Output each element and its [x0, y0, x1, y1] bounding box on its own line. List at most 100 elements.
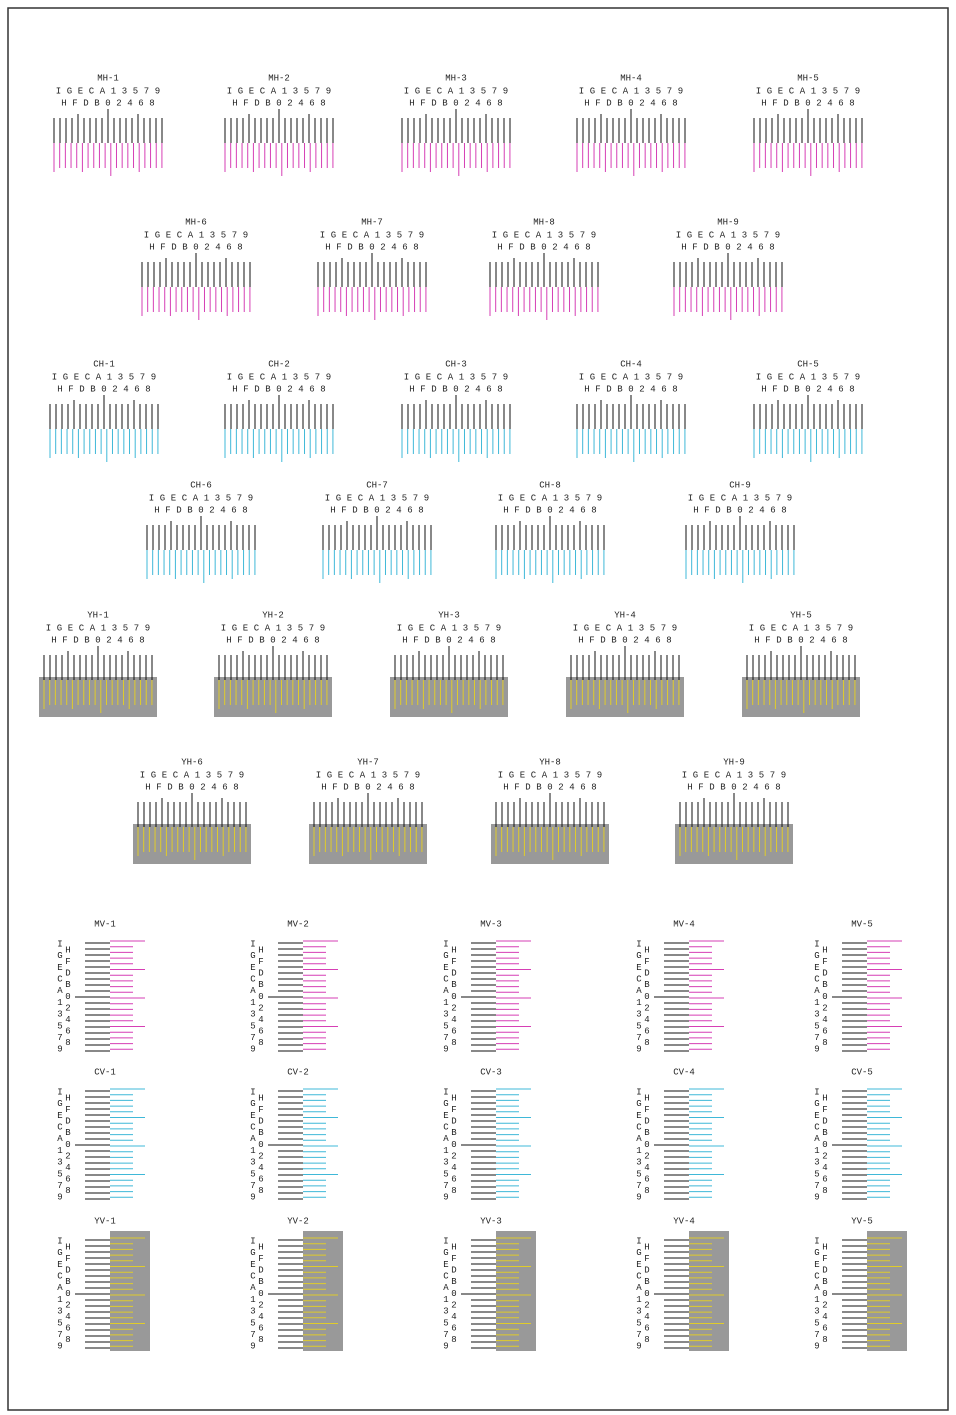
- scale-letter: 6: [65, 1324, 70, 1334]
- scale-letter: 3: [293, 86, 298, 96]
- scale-letter: D: [171, 242, 176, 252]
- scale-letter: A: [250, 1283, 256, 1293]
- scale-letter: 6: [770, 505, 775, 515]
- scale-letter: I: [57, 1236, 62, 1246]
- scale-letter: B: [259, 635, 265, 645]
- scale-letter: E: [426, 86, 431, 96]
- scale-letter: 9: [814, 1193, 819, 1203]
- scale-letter: 2: [287, 98, 292, 108]
- scale-letter: 5: [129, 372, 134, 382]
- scale-letter: 5: [304, 372, 309, 382]
- scale-letter: 8: [644, 1038, 649, 1048]
- scale-letter: 4: [650, 384, 655, 394]
- scale-letter: 6: [222, 782, 227, 792]
- scale-letter: 0: [822, 1140, 827, 1150]
- pattern-background: [867, 1231, 907, 1351]
- scale-letter: G: [57, 951, 62, 961]
- scale-letter: A: [441, 623, 447, 633]
- pattern-label: MV-4: [673, 919, 695, 929]
- scale-letter: E: [636, 1111, 641, 1121]
- scale-letter: 0: [547, 782, 552, 792]
- scale-letter: 1: [443, 998, 448, 1008]
- scale-letter: 4: [820, 635, 825, 645]
- scale-letter: 5: [569, 230, 574, 240]
- scale-letter: G: [250, 1248, 255, 1258]
- scale-letter: 3: [636, 1010, 641, 1020]
- scale-letter: E: [249, 86, 254, 96]
- scale-letter: F: [336, 242, 341, 252]
- scale-letter: 7: [586, 493, 591, 503]
- pattern-label: MH-9: [717, 217, 739, 227]
- scale-letter: 8: [775, 782, 780, 792]
- scale-letter: G: [160, 493, 165, 503]
- scale-letter: 6: [138, 98, 143, 108]
- scale-letter: 3: [814, 1158, 819, 1168]
- scale-letter: F: [822, 1105, 827, 1115]
- scale-letter: E: [814, 1111, 819, 1121]
- scale-letter: I: [404, 86, 409, 96]
- scale-letter: 1: [737, 770, 742, 780]
- scale-letter: H: [451, 1242, 456, 1252]
- scale-letter: E: [171, 493, 176, 503]
- scale-letter: E: [250, 1260, 255, 1270]
- scale-letter: C: [443, 1271, 449, 1281]
- pattern-label: YH-5: [790, 610, 812, 620]
- scale-letter: 5: [474, 623, 479, 633]
- scale-letter: 7: [636, 1033, 641, 1043]
- scale-letter: D: [783, 98, 788, 108]
- scale-letter: 7: [408, 230, 413, 240]
- scale-letter: 0: [451, 1289, 456, 1299]
- scale-letter: B: [363, 505, 369, 515]
- scale-letter: 8: [65, 1186, 70, 1196]
- scale-letter: H: [149, 242, 154, 252]
- scale-letter: 8: [644, 1186, 649, 1196]
- scale-letter: B: [536, 782, 542, 792]
- scale-letter: 6: [65, 1027, 70, 1037]
- scale-letter: D: [644, 1266, 649, 1276]
- scale-letter: 9: [419, 230, 424, 240]
- scale-letter: 7: [636, 1330, 641, 1340]
- scale-letter: 3: [210, 230, 215, 240]
- scale-letter: I: [320, 230, 325, 240]
- pattern-label: YH-8: [539, 757, 561, 767]
- scale-letter: 6: [644, 1324, 649, 1334]
- scale-letter: 7: [814, 1330, 819, 1340]
- scale-letter: C: [721, 493, 727, 503]
- scale-letter: 5: [402, 493, 407, 503]
- scale-letter: E: [162, 770, 167, 780]
- scale-letter: G: [238, 372, 243, 382]
- scale-letter: 6: [838, 98, 843, 108]
- scale-letter: B: [644, 1128, 650, 1138]
- scale-letter: D: [600, 635, 605, 645]
- scale-letter: 2: [204, 242, 209, 252]
- scale-letter: B: [265, 384, 271, 394]
- scale-letter: E: [601, 372, 606, 382]
- pattern-label: CH-7: [366, 480, 388, 490]
- scale-letter: A: [188, 230, 194, 240]
- pattern-background: [675, 824, 793, 864]
- scale-letter: 4: [827, 384, 832, 394]
- scale-letter: 6: [451, 1324, 456, 1334]
- scale-letter: A: [793, 623, 799, 633]
- scale-letter: 7: [250, 1181, 255, 1191]
- scale-letter: B: [90, 384, 96, 394]
- pattern-label: MV-3: [480, 919, 502, 929]
- scale-letter: A: [800, 372, 806, 382]
- scale-letter: A: [726, 770, 732, 780]
- scale-letter: A: [443, 1283, 449, 1293]
- pattern-label: MH-4: [620, 73, 642, 83]
- scale-letter: 1: [107, 372, 112, 382]
- scale-letter: F: [243, 98, 248, 108]
- scale-letter: 4: [298, 98, 303, 108]
- scale-letter: 3: [463, 623, 468, 633]
- scale-letter: C: [789, 372, 795, 382]
- scale-letter: 9: [636, 1342, 641, 1352]
- scale-letter: 9: [597, 493, 602, 503]
- scale-letter: E: [520, 493, 525, 503]
- scale-letter: C: [85, 372, 91, 382]
- scale-letter: 4: [123, 384, 128, 394]
- scale-letter: 1: [375, 230, 380, 240]
- scale-letter: G: [57, 1248, 62, 1258]
- scale-letter: F: [508, 242, 513, 252]
